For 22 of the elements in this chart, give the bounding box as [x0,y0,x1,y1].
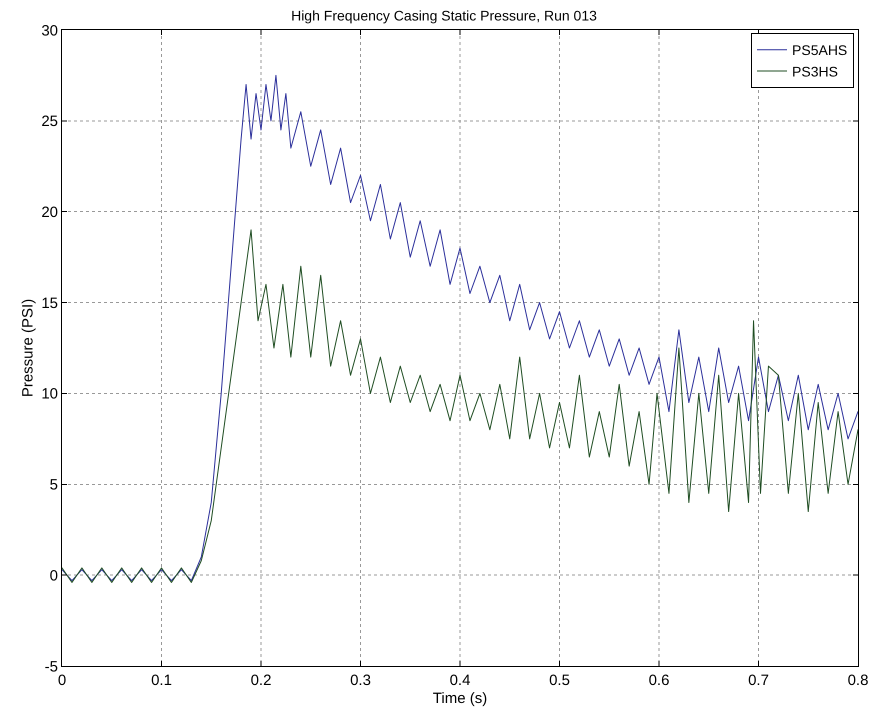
y-tick-label: -5 [44,658,58,676]
y-tick-label: 0 [50,567,58,584]
legend-label: PS5AHS [792,42,848,58]
legend-label: PS3HS [792,63,838,80]
x-tick-label: 0.2 [250,672,272,689]
y-tick-label: 15 [41,294,58,312]
x-tick-label: 0.4 [450,672,470,689]
chart-title: High Frequency Casing Static Pressure, Run 013 [291,8,598,24]
y-tick-label: 30 [41,22,58,40]
x-tick-label: 0.1 [151,672,172,689]
y-tick-label: 20 [41,204,58,221]
x-tick-label: 0.6 [648,672,670,689]
x-axis-title: Time (s) [432,690,488,707]
y-tick-label: 25 [41,113,58,130]
y-tick-label: 5 [50,476,58,494]
x-tick-label: 0.8 [848,672,868,689]
y-tick-label: 10 [41,386,58,403]
y-axis-title: Pressure (PSI) [20,298,37,398]
x-tick-label: 0.7 [748,672,769,689]
line-series [62,229,858,583]
x-tick-label: 0.5 [549,672,570,689]
x-tick-label: 0.3 [350,672,371,689]
